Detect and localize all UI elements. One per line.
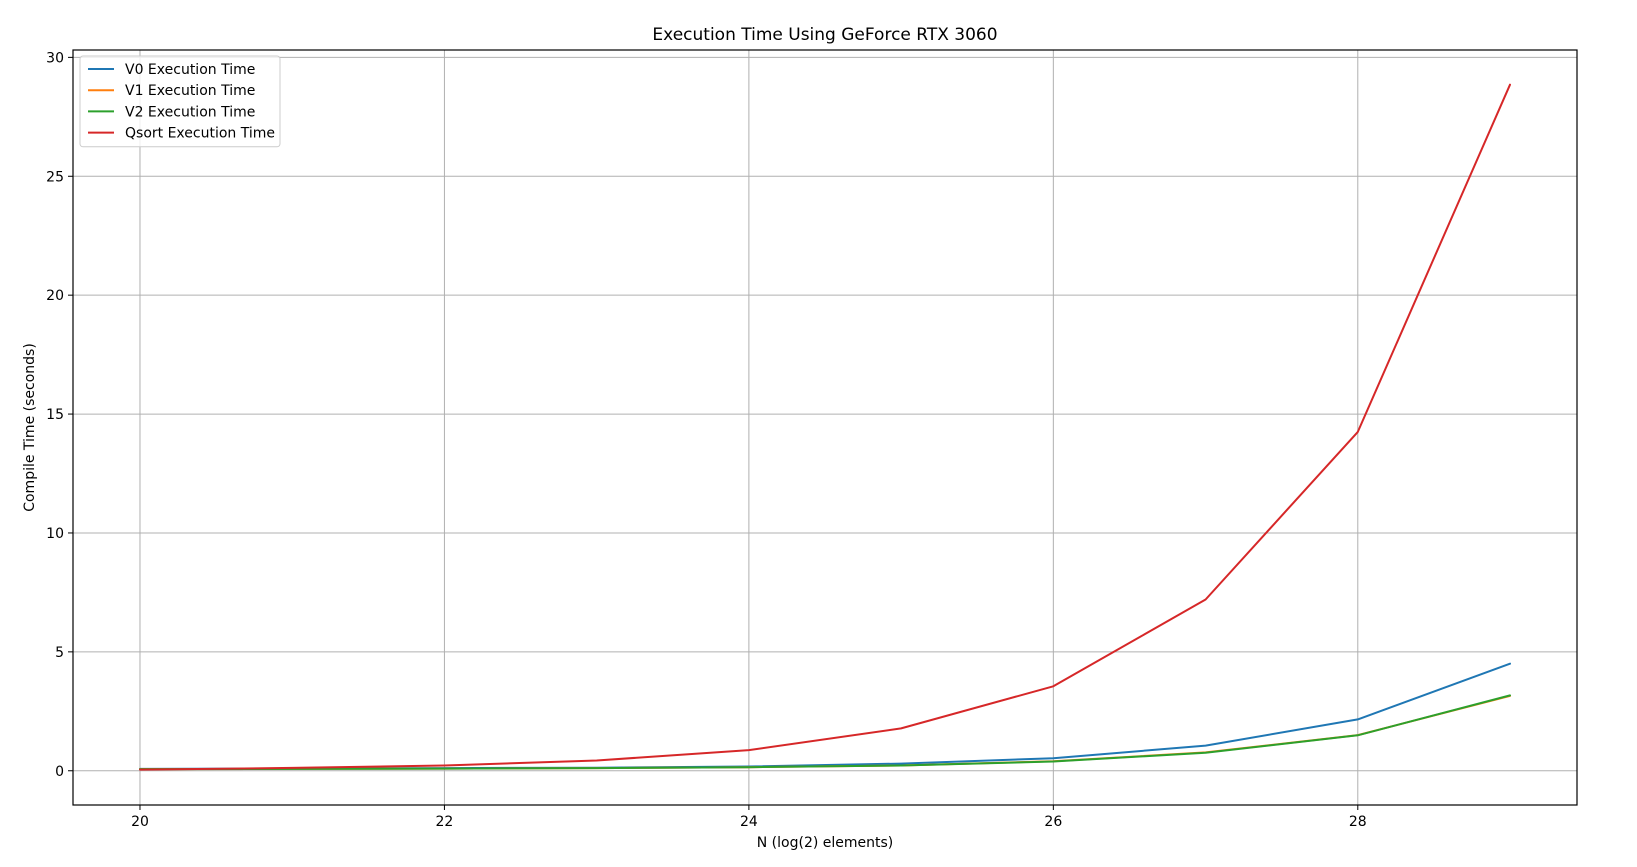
- legend-box: [79, 55, 281, 148]
- series-line-1: [139, 662, 1511, 770]
- y-tick-label: 20: [46, 288, 64, 304]
- x-tick-label: 26: [1044, 814, 1062, 830]
- plot-frame: [72, 49, 1578, 806]
- chart-title: Execution Time Using GeForce RTX 3060: [652, 25, 997, 45]
- series-lines: [139, 83, 1511, 771]
- legend: V0 Execution Time V1 Execution Time V2 Exe…: [79, 55, 281, 148]
- y-axis-label: Compile Time (seconds): [22, 343, 38, 512]
- y-tick-label: 30: [46, 50, 64, 66]
- series-line-4: [139, 83, 1511, 771]
- legend-label: V1 Execution Time: [125, 83, 255, 99]
- y-tick-label: 5: [55, 645, 64, 661]
- legend-label: Qsort Execution Time: [125, 126, 275, 142]
- legend-label: V2 Execution Time: [125, 104, 255, 120]
- grid-lines: [73, 50, 1577, 805]
- x-tick-label: 22: [436, 814, 454, 830]
- series-line-2: [139, 694, 1511, 771]
- legend-label: V0 Execution Time: [125, 62, 255, 78]
- y-tick-label: 10: [46, 526, 64, 542]
- y-tick-label: 15: [46, 407, 64, 423]
- x-tick-label: 24: [740, 814, 758, 830]
- y-tick-label: 25: [46, 169, 64, 185]
- axis-ticks: 20 22 24 26 28 0 5 10 15 20 25 30: [46, 50, 1367, 830]
- x-axis-label: N (log(2) elements): [757, 835, 894, 851]
- x-tick-label: 28: [1349, 814, 1367, 830]
- x-tick-label: 20: [131, 814, 149, 830]
- y-tick-label: 0: [55, 764, 64, 780]
- series-line-3: [139, 694, 1511, 771]
